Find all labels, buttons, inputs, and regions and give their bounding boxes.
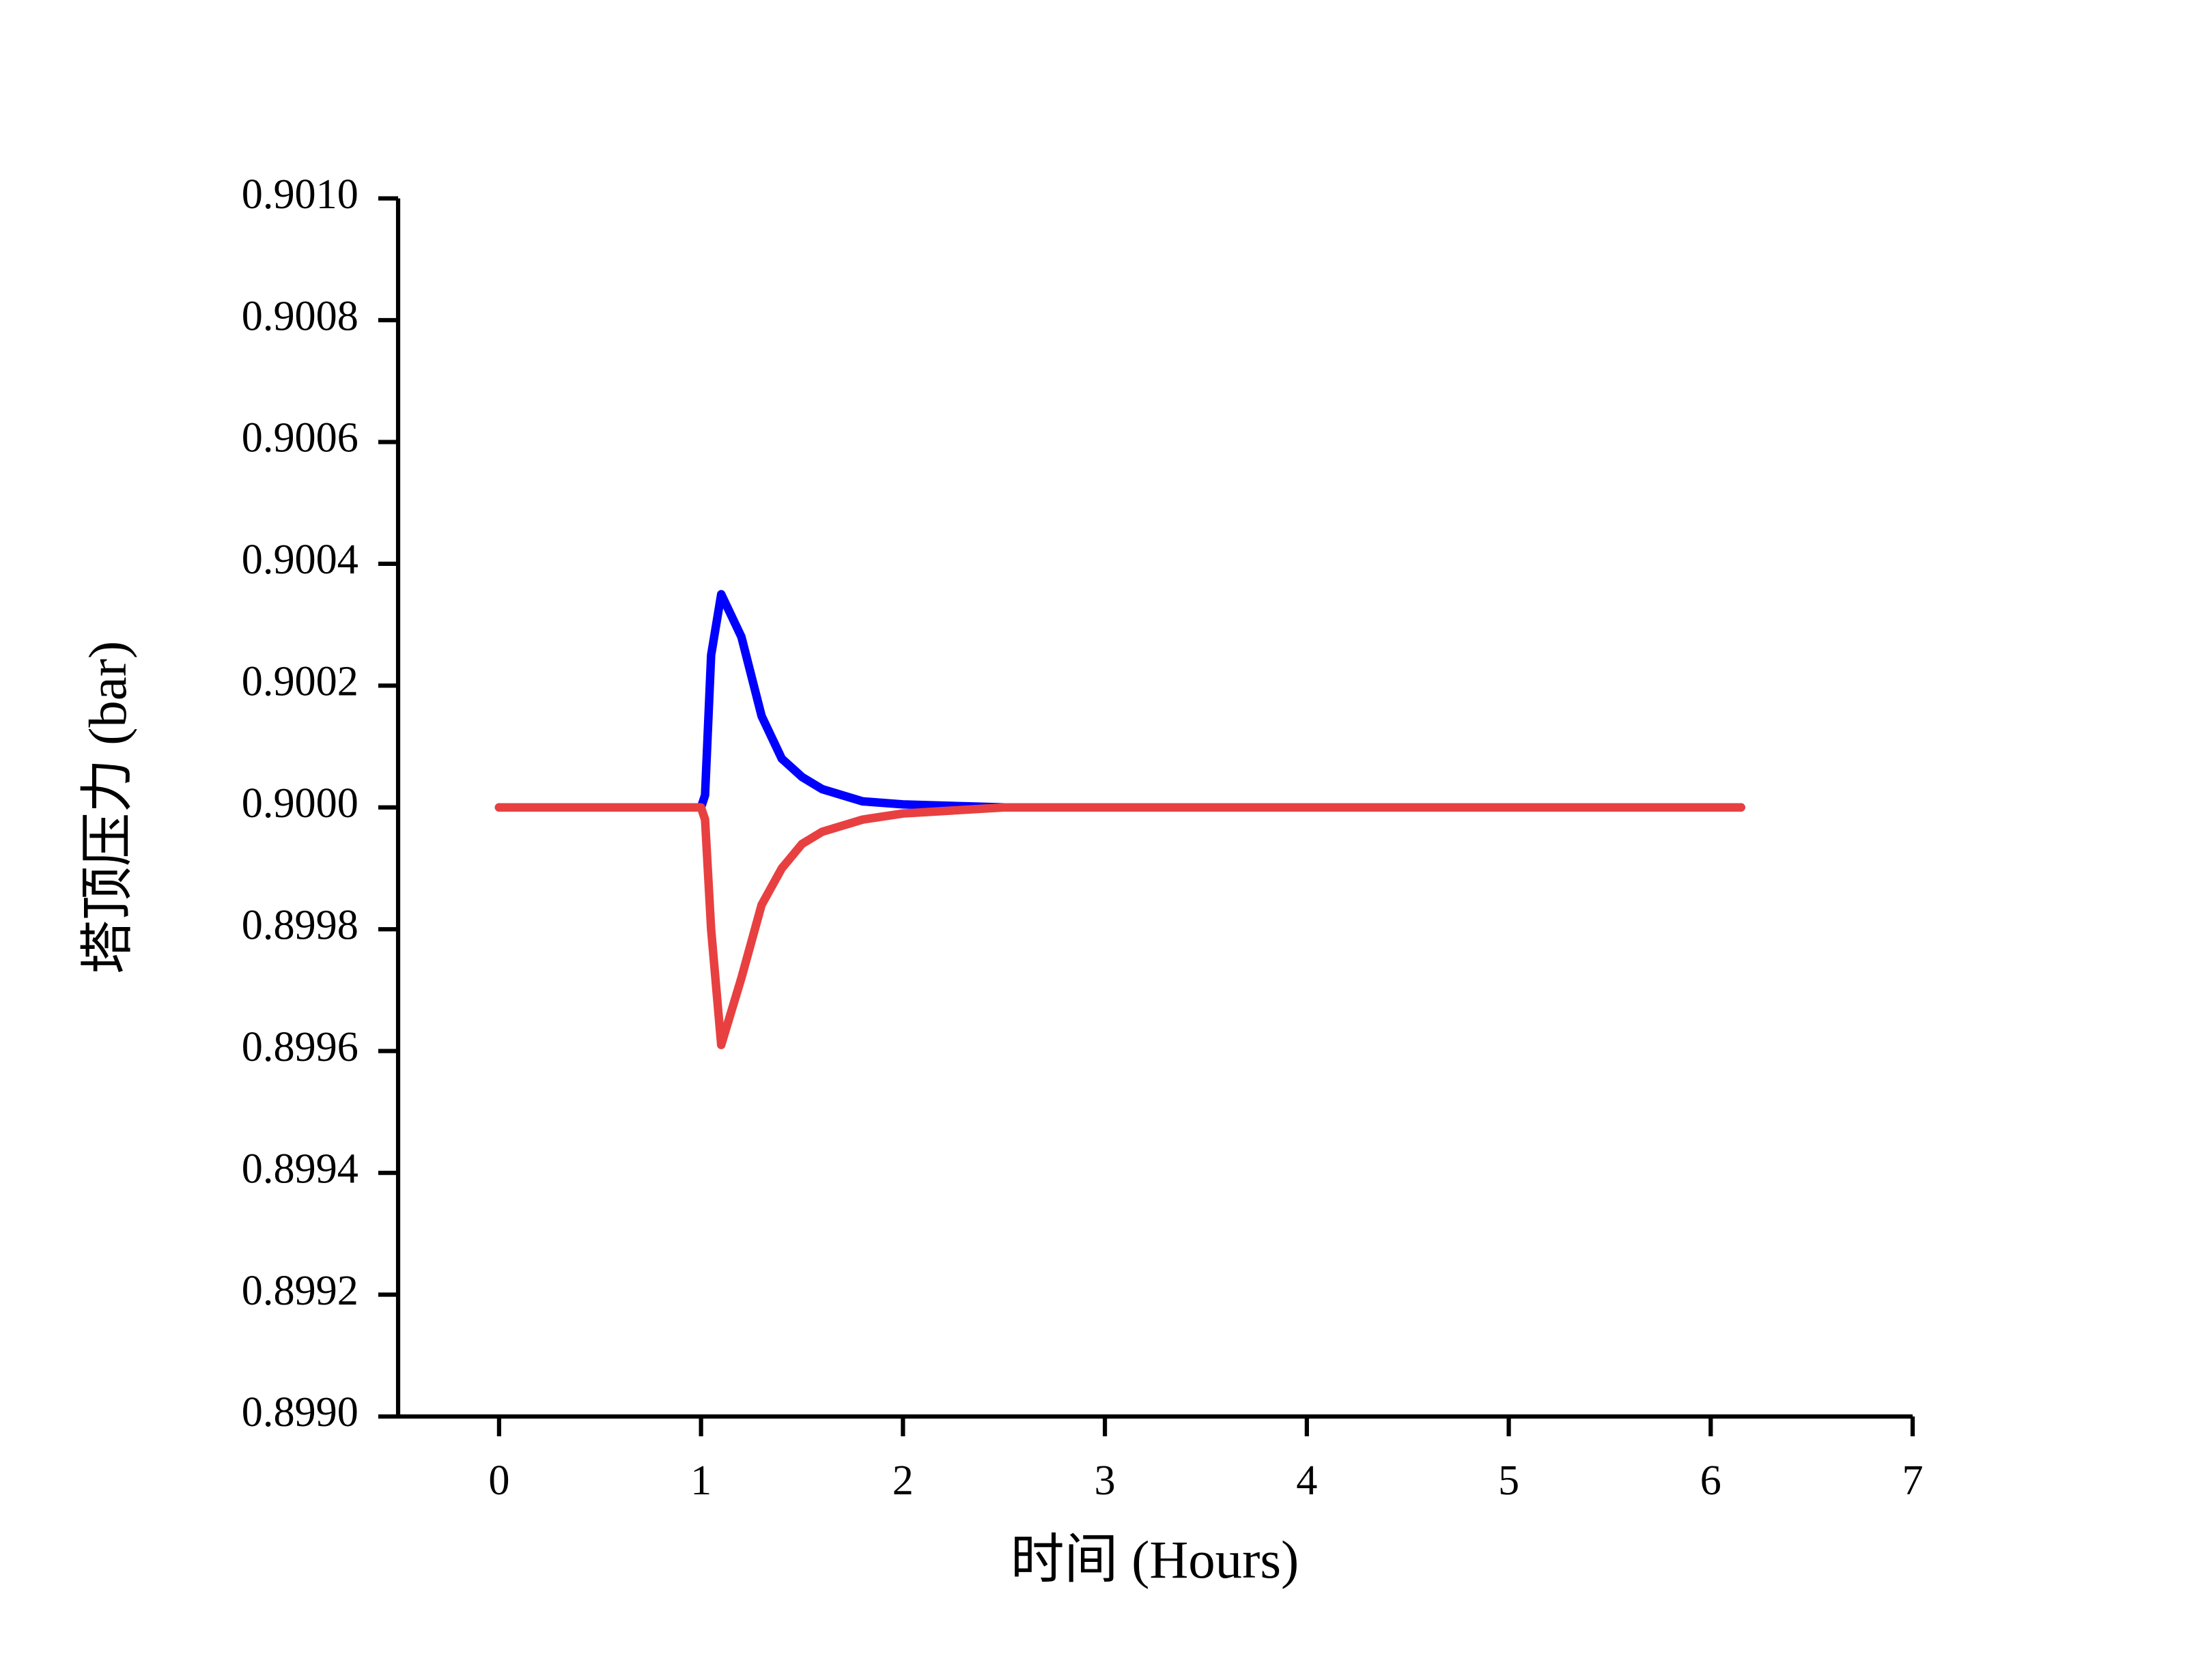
x-tick-label: 5 <box>1498 1457 1519 1504</box>
y-tick-label: 0.8994 <box>242 1145 358 1192</box>
y-tick-label: 0.9000 <box>242 780 358 827</box>
y-tick-label: 0.9002 <box>242 659 358 705</box>
y-axis-title: 塔顶压力 (bar) <box>79 641 138 974</box>
x-tick-label: 1 <box>690 1457 712 1504</box>
x-tick-label: 0 <box>488 1457 509 1504</box>
y-tick-label: 0.8998 <box>242 902 358 948</box>
x-tick-label: 7 <box>1902 1457 1923 1504</box>
series-line <box>494 803 1745 1049</box>
x-tick-label: 6 <box>1700 1457 1721 1504</box>
y-tick-label: 0.8992 <box>242 1268 358 1314</box>
y-tick-label: 0.9006 <box>242 415 358 461</box>
y-tick-label: 0.9010 <box>242 171 358 218</box>
y-tick-label: 0.8990 <box>242 1389 358 1436</box>
x-tick-label: 4 <box>1296 1457 1317 1504</box>
x-tick-label: 2 <box>892 1457 914 1504</box>
series-line <box>494 590 1745 812</box>
x-tick-label: 3 <box>1095 1457 1116 1504</box>
y-tick-label: 0.9008 <box>242 293 358 339</box>
y-tick-label: 0.8996 <box>242 1024 358 1070</box>
x-axis-title: 时间 (Hours) <box>1011 1530 1299 1590</box>
y-tick-label: 0.9004 <box>242 537 358 583</box>
